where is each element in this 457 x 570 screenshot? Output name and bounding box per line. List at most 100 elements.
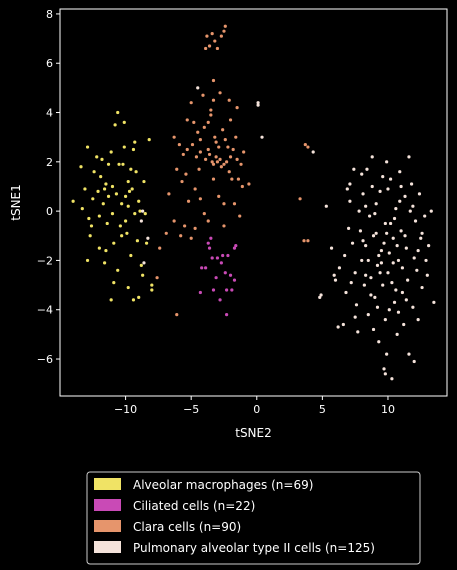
y-tick-label: −2	[37, 254, 53, 267]
data-point-series-2	[183, 224, 187, 228]
data-point-series-0	[109, 298, 113, 302]
data-point-series-0	[133, 140, 137, 144]
data-point-series-3	[394, 207, 398, 211]
data-point-series-0	[117, 162, 121, 166]
data-point-series-2	[189, 101, 193, 105]
data-point-series-2	[192, 120, 196, 124]
data-point-series-3	[382, 241, 386, 245]
data-point-series-3	[383, 372, 387, 376]
data-point-series-3	[357, 209, 361, 213]
data-point-series-3	[373, 295, 377, 299]
data-point-series-0	[141, 273, 145, 277]
data-point-series-3	[399, 184, 403, 189]
data-point-series-0	[80, 207, 84, 211]
data-point-series-0	[123, 219, 128, 223]
data-point-series-0	[87, 216, 91, 221]
data-point-series-3	[386, 271, 390, 275]
data-point-series-2	[218, 157, 222, 161]
data-point-series-3	[366, 313, 370, 317]
data-point-series-0	[150, 288, 154, 292]
data-point-series-2	[210, 160, 214, 164]
data-point-series-0	[126, 179, 130, 184]
data-point-series-3	[386, 187, 390, 191]
data-point-series-1	[204, 266, 208, 270]
data-point-series-3	[396, 310, 401, 314]
x-tick-label: 0	[253, 403, 260, 416]
data-point-series-3	[416, 317, 420, 322]
data-point-series-3	[364, 244, 368, 248]
data-point-series-2	[217, 145, 221, 149]
data-point-series-2	[223, 138, 227, 142]
data-point-series-3	[402, 322, 406, 327]
data-point-series-3	[385, 160, 389, 164]
data-point-series-2	[303, 142, 307, 147]
data-point-series-3	[373, 211, 377, 216]
data-point-series-1	[225, 288, 229, 292]
data-point-series-0	[129, 253, 133, 258]
data-point-series-2	[222, 202, 226, 206]
data-point-series-2	[247, 182, 251, 186]
data-point-series-0	[104, 182, 108, 186]
data-point-series-0	[114, 192, 119, 196]
data-point-series-3	[364, 204, 368, 208]
data-point-series-3	[403, 234, 407, 238]
data-point-series-1	[225, 313, 229, 317]
data-point-series-3	[347, 226, 351, 230]
data-point-series-1	[219, 261, 223, 265]
data-point-series-3	[256, 101, 260, 105]
data-point-series-2	[175, 313, 179, 317]
data-point-series-2	[235, 106, 239, 110]
data-point-series-2	[193, 226, 197, 230]
data-point-series-2	[172, 135, 176, 139]
data-point-series-3	[377, 340, 381, 344]
data-point-series-3	[392, 300, 397, 304]
data-point-series-0	[96, 189, 100, 194]
data-point-series-0	[71, 199, 75, 203]
data-point-series-2	[236, 177, 241, 181]
data-point-series-3	[369, 276, 373, 280]
data-point-series-3	[411, 204, 415, 208]
data-point-series-0	[89, 224, 94, 228]
data-point-series-0	[147, 138, 151, 142]
legend-frame	[86, 471, 421, 565]
data-point-series-3	[420, 285, 424, 290]
data-point-series-3	[360, 172, 364, 176]
legend-items: Alveolar macrophages (n=69) Ciliated cell…	[94, 478, 375, 555]
plot-frame	[59, 8, 448, 397]
data-point-series-3	[371, 327, 376, 332]
data-point-series-2	[189, 236, 193, 240]
data-point-series-0	[126, 204, 130, 208]
data-point-series-3	[400, 290, 404, 295]
data-point-series-2	[228, 155, 233, 159]
data-point-series-2	[206, 219, 210, 223]
data-point-series-0	[133, 211, 137, 216]
y-tick-label: 4	[46, 107, 53, 120]
y-tick-label: 2	[46, 156, 53, 169]
data-point-series-3	[337, 266, 342, 270]
data-point-series-0	[106, 162, 111, 166]
data-point-series-3	[412, 359, 416, 364]
data-point-series-0	[112, 241, 116, 245]
data-point-series-3	[398, 170, 402, 174]
data-point-series-3	[382, 367, 386, 371]
data-point-series-2	[172, 219, 176, 223]
data-point-series-2	[211, 78, 216, 83]
legend-label: Ciliated cells (n=22)	[133, 499, 255, 513]
data-point-series-3	[362, 283, 366, 287]
data-point-series-1	[221, 253, 225, 258]
data-point-series-3	[369, 293, 373, 297]
data-point-series-0	[97, 214, 101, 218]
data-point-series-2	[206, 147, 210, 152]
data-point-series-2	[218, 91, 222, 95]
data-point-series-0	[143, 211, 147, 216]
data-point-series-3	[324, 204, 328, 208]
data-point-series-3	[400, 266, 404, 270]
data-point-series-3	[365, 167, 369, 171]
data-point-series-3	[358, 229, 363, 233]
data-point-series-3	[383, 221, 387, 226]
data-point-series-2	[198, 138, 202, 142]
data-point-series-2	[196, 130, 200, 134]
data-point-series-1	[198, 290, 202, 295]
legend-swatch	[94, 541, 121, 553]
data-point-series-1	[200, 266, 204, 270]
